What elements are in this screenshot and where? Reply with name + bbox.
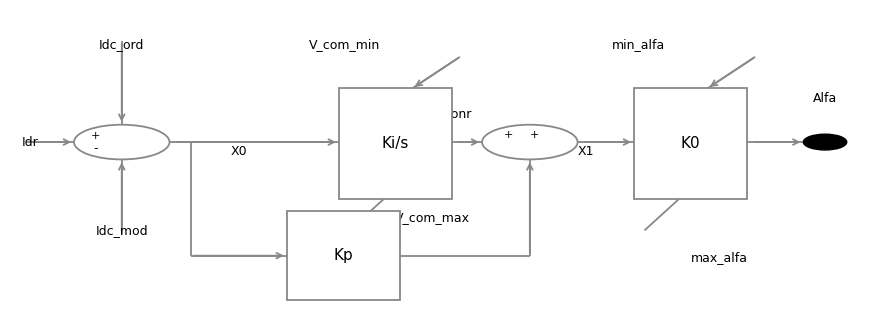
Text: K0: K0	[680, 136, 700, 151]
Circle shape	[804, 134, 847, 150]
Circle shape	[482, 125, 578, 159]
Text: Kp: Kp	[333, 248, 353, 263]
Circle shape	[74, 125, 169, 159]
Text: min_alfa: min_alfa	[612, 38, 665, 51]
Text: max_alfa: max_alfa	[690, 251, 748, 263]
Text: -: -	[93, 142, 97, 155]
Text: V_com_min: V_com_min	[308, 38, 380, 51]
Text: +: +	[530, 130, 540, 140]
Text: Alfa: Alfa	[813, 91, 837, 105]
Text: +: +	[503, 130, 513, 140]
Bar	[634, 89, 747, 199]
Text: Idc_ord: Idc_ord	[99, 38, 144, 51]
Text: Idr: Idr	[22, 136, 39, 148]
Text: X0: X0	[230, 145, 247, 158]
Text: Ki/s: Ki/s	[382, 136, 409, 151]
Text: V_conr: V_conr	[430, 107, 472, 120]
Bar	[287, 212, 400, 300]
Text: Idc_mod: Idc_mod	[96, 224, 148, 237]
Text: X1: X1	[578, 145, 595, 158]
Text: V_com_max: V_com_max	[395, 211, 470, 224]
Bar	[338, 89, 452, 199]
Text: +: +	[90, 131, 100, 141]
